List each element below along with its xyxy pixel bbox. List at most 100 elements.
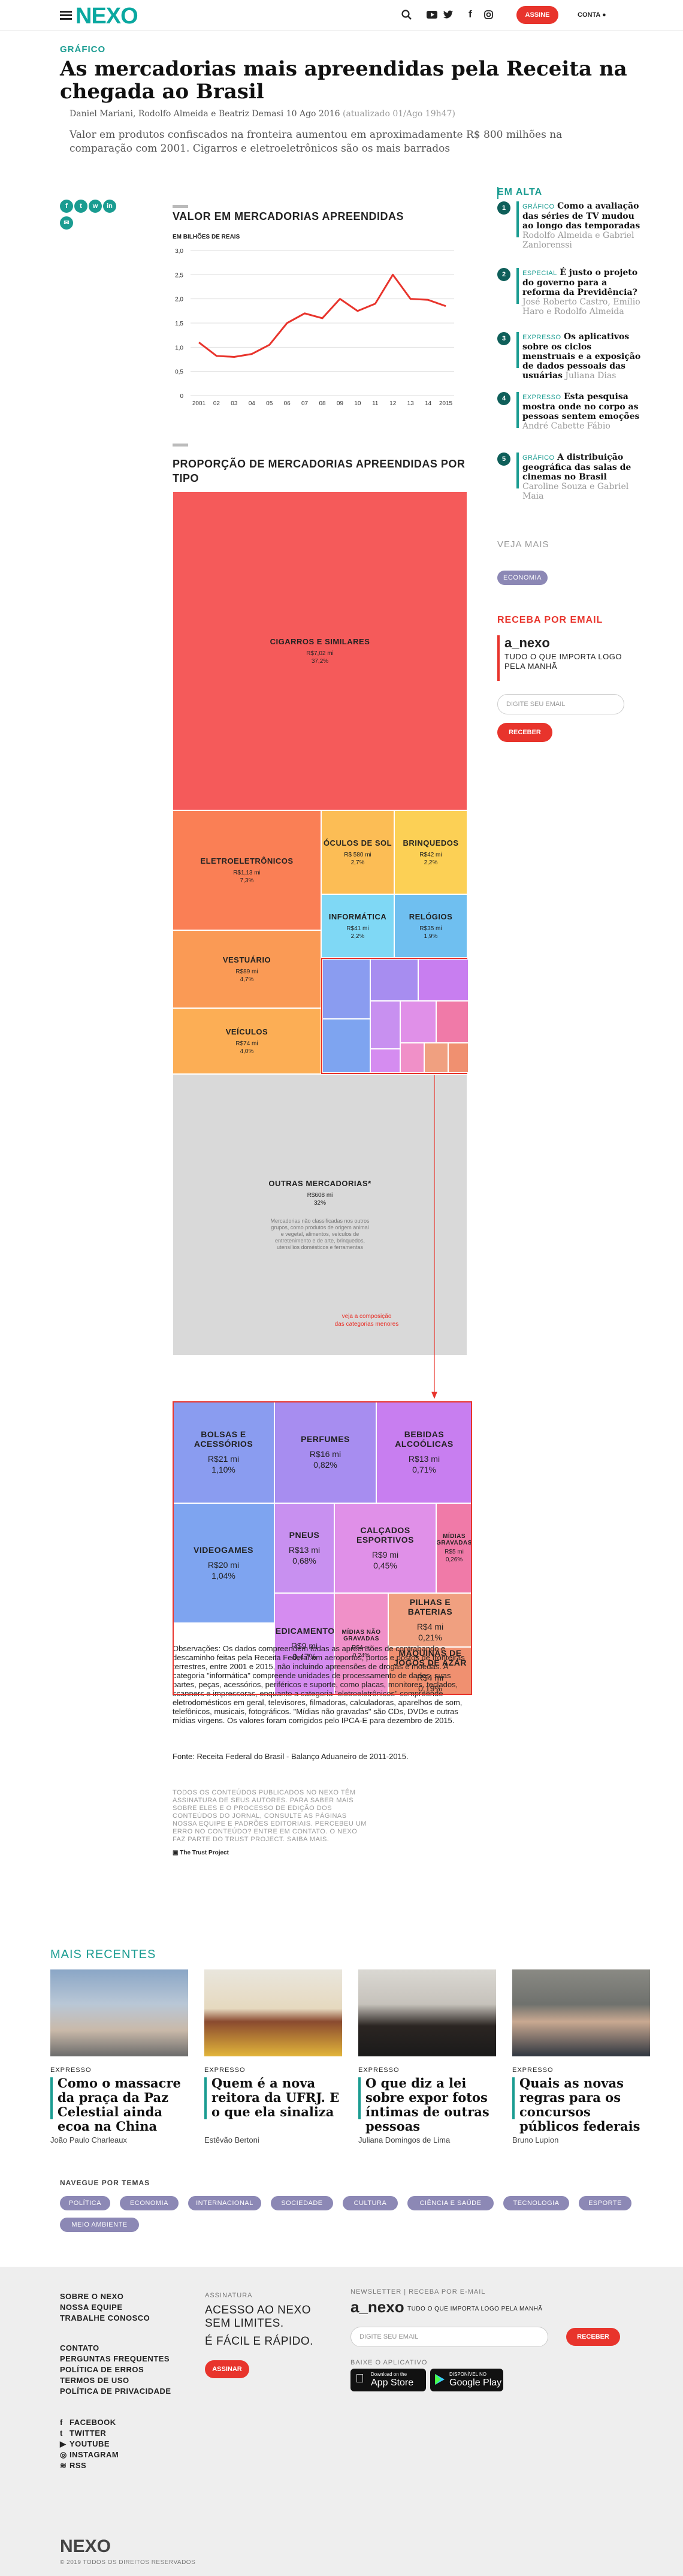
share-twitter-icon[interactable]: t (74, 200, 87, 213)
cell-label: VESTUÁRIO (222, 955, 271, 964)
tema-pill[interactable]: POLÍTICA (60, 2196, 110, 2210)
em-alta-item[interactable]: 1 GRÁFICO Como a avaliação das séries de … (497, 201, 640, 261)
article-tag: EXPRESSO (50, 2067, 92, 2074)
chart-source[interactable]: Fonte: Receita Federal do Brasil - Balan… (173, 1752, 409, 1761)
item-author: André Cabette Fábio (522, 421, 611, 431)
footer-link[interactable]: TRABALHE CONOSCO (60, 2313, 150, 2322)
mini-cell (400, 1001, 436, 1043)
article-photo[interactable] (50, 1969, 188, 2056)
article-headline[interactable]: Quem é a nova reitora da UFRJ. E o que e… (211, 2076, 340, 2119)
article-photo[interactable] (512, 1969, 650, 2056)
tema-pill[interactable]: SOCIEDADE (271, 2196, 333, 2210)
x-tick-label: 03 (231, 400, 238, 407)
tag-economia[interactable]: ECONOMIA (497, 571, 548, 585)
item-bar (516, 332, 519, 368)
footer-email-input[interactable]: DIGITE SEU EMAIL (350, 2327, 548, 2347)
trust-icon: ▣ (173, 1850, 179, 1856)
treemap-cell: INFORMÁTICA R$41 mi 2,2% (321, 894, 394, 958)
search-icon[interactable] (401, 10, 412, 23)
em-alta-item[interactable]: 4 EXPRESSO Esta pesquisa mostra onde no c… (497, 392, 639, 452)
line-chart: 0 0,5 1,0 1,5 2,0 2,5 3,0 2001 02 03 04 05 06 07 08 09 1… (175, 248, 454, 407)
item-headline[interactable]: Como a avaliação das séries de TV mudou … (522, 201, 640, 231)
article-photo[interactable] (204, 1969, 342, 2056)
x-tick-label: 13 (407, 400, 415, 407)
tema-pill[interactable]: ECONOMIA (120, 2196, 179, 2210)
cell-amount: R$9 mi (291, 1641, 318, 1651)
tema-pill[interactable]: TECNOLOGIA (503, 2196, 569, 2210)
item-headline[interactable]: É justo o projeto do governo para a refo… (522, 268, 638, 297)
item-bar (516, 453, 519, 488)
footer-link[interactable]: POLÍTICA DE PRIVACIDADE (60, 2387, 171, 2396)
treemap-detail-cell: MÍDIAS GRAVADAS R$5 mi 0,26% (436, 1503, 472, 1593)
footer-social-link[interactable]: ◎ INSTAGRAM (60, 2450, 119, 2460)
site-logo[interactable]: NEXO (75, 4, 138, 29)
item-headline[interactable]: Os aplicativos sobre os ciclos menstruai… (522, 332, 641, 381)
footer-social-link[interactable]: ≋ RSS (60, 2461, 86, 2471)
footer-link[interactable]: TERMOS DE USO (60, 2376, 129, 2385)
social-icon: ▶ (60, 2439, 67, 2448)
cell-pct: 1,9% (424, 933, 438, 940)
footer-link[interactable]: NOSSA EQUIPE (60, 2303, 123, 2312)
tema-pill[interactable]: CIÊNCIA E SAÚDE (407, 2196, 494, 2210)
twitter-icon[interactable] (443, 10, 453, 22)
cell-amount: R$4 mi (352, 1644, 371, 1651)
item-author: Juliana Dias (565, 371, 616, 381)
footer-link[interactable]: CONTATO (60, 2343, 99, 2352)
copyright: © 2019 TODOS OS DIREITOS RESERVADOS (60, 2559, 196, 2566)
instagram-icon[interactable] (484, 10, 493, 22)
share-linkedin-icon[interactable]: in (103, 200, 116, 213)
cell-value: R$4 mi 0,21% (417, 1621, 443, 1643)
assine-button[interactable]: ASSINE (516, 6, 558, 24)
outras-note: Mercadorias não classificadas nos outros… (270, 1218, 370, 1250)
share-email-icon[interactable]: ✉ (60, 216, 73, 230)
article-author: Juliana Domingos de Lima (358, 2135, 451, 2144)
article-kicker[interactable]: GRÁFICO (60, 44, 106, 55)
youtube-icon[interactable] (427, 11, 437, 22)
conta-link[interactable]: CONTA ● (578, 11, 606, 19)
footer-social-link[interactable]: f FACEBOOK (60, 2418, 116, 2427)
item-headline[interactable]: A distribuição geográfica das salas de c… (522, 453, 631, 482)
callout-arrow (431, 1075, 437, 1399)
assinar-button[interactable]: ASSINAR (205, 2360, 249, 2378)
footer-social-link[interactable]: ▶ YOUTUBE (60, 2439, 110, 2449)
facebook-icon[interactable]: f (469, 8, 472, 20)
google-play-button[interactable]: DISPONÍVEL NO Google Play (430, 2369, 503, 2391)
rank-number: 4 (497, 392, 510, 405)
footer-link[interactable]: PERGUNTAS FREQUENTES (60, 2354, 170, 2363)
sidebar-receber-button[interactable]: RECEBER (497, 723, 552, 742)
cell-pct: 0,82% (313, 1460, 337, 1470)
cell-pct: 0,47% (292, 1652, 316, 1661)
cell-amount: R$20 mi (207, 1560, 240, 1570)
tema-pill[interactable]: CULTURA (343, 2196, 398, 2210)
trust-project-logo[interactable]: ▣ The Trust Project (173, 1850, 229, 1856)
sidebar-email-input[interactable]: DIGITE SEU EMAIL (497, 694, 624, 714)
tema-pill[interactable]: INTERNACIONAL (188, 2196, 261, 2210)
article-bar (50, 2077, 53, 2119)
treemap-cell: VESTUÁRIO R$89 mi 4,7% (173, 930, 321, 1008)
footer-logo[interactable]: NEXO (60, 2536, 111, 2556)
article-headline[interactable]: Como o massacre da praça da Paz Celestia… (58, 2076, 181, 2134)
tema-pill[interactable]: MEIO AMBIENTE (60, 2218, 139, 2232)
x-tick-label: 07 (301, 400, 309, 407)
footer-receber-button[interactable]: RECEBER (566, 2328, 620, 2346)
em-alta-item[interactable]: 5 GRÁFICO A distribuição geográfica das s… (497, 453, 635, 512)
footer-link[interactable]: POLÍTICA DE ERROS (60, 2365, 144, 2374)
treemap-detail-cell: CALÇADOS ESPORTIVOS R$9 mi 0,45% (334, 1503, 436, 1593)
share-whatsapp-icon[interactable]: w (89, 200, 102, 213)
footer-link[interactable]: SOBRE O NEXO (60, 2292, 124, 2301)
article-photo[interactable] (358, 1969, 496, 2056)
article-headline[interactable]: Quais as novas regras para os concursos … (519, 2076, 640, 2134)
em-alta-item[interactable]: 3 EXPRESSO Os aplicativos sobre os ciclos… (497, 332, 640, 392)
footer-social-link[interactable]: t TWITTER (60, 2429, 106, 2438)
y-tick-label: 1,0 (175, 345, 183, 351)
menu-icon[interactable] (60, 11, 72, 20)
treemap-detail-cell: BEBIDAS ALCOÓLICAS R$13 mi 0,71% (376, 1401, 472, 1503)
app-store-button[interactable]:  Download on the App Store (350, 2369, 426, 2391)
tema-pill[interactable]: ESPORTE (579, 2196, 631, 2210)
cell-value: R$5 mi 0,26% (445, 1548, 464, 1564)
item-headline[interactable]: Esta pesquisa mostra onde no corpo as pe… (522, 392, 640, 421)
article-headline[interactable]: O que diz a lei sobre expor fotos íntima… (365, 2076, 489, 2134)
share-facebook-icon[interactable]: f (60, 200, 73, 213)
updated-date: (atualizado 01/Ago 19h47) (343, 109, 455, 119)
em-alta-item[interactable]: 2 ESPECIAL É justo o projeto do governo p… (497, 268, 640, 328)
